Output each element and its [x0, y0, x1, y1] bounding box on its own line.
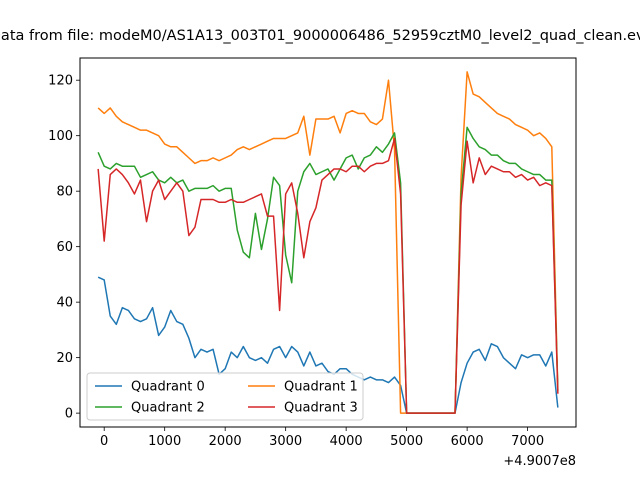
legend-label-quadrant-3: Quadrant 3 [284, 401, 358, 416]
y-tick-label: 80 [56, 185, 73, 200]
series-line-quadrant-2 [97, 126, 559, 414]
x-tick-label: 5000 [390, 434, 423, 449]
y-tick-label: 100 [48, 129, 73, 144]
legend: Quadrant 0 Quadrant 1 Quadrant 2 Quadrant 3 [86, 372, 364, 421]
x-tick-label: 6000 [451, 434, 484, 449]
x-tick-label: 0 [100, 434, 108, 449]
y-tick-label: 40 [56, 296, 73, 311]
y-axis: 0 20 40 60 80 100 120 [48, 74, 80, 422]
series-line-quadrant-3 [97, 137, 559, 414]
series-line-quadrant-0 [97, 276, 559, 414]
series-line-quadrant-1 [97, 71, 559, 414]
y-tick-label: 20 [56, 351, 73, 366]
legend-label-quadrant-0: Quadrant 0 [131, 380, 205, 395]
x-tick-label: 2000 [209, 434, 242, 449]
legend-label-quadrant-1: Quadrant 1 [284, 380, 358, 395]
x-axis-offset-label: +4.9007e8 [503, 454, 576, 469]
x-tick-label: 1000 [148, 434, 181, 449]
y-tick-label: 0 [65, 407, 73, 422]
plot-series-group [97, 71, 559, 414]
x-axis: 0 1000 2000 3000 4000 5000 6000 7000 [100, 427, 544, 449]
y-tick-label: 120 [48, 74, 73, 89]
x-tick-label: 3000 [269, 434, 302, 449]
plot-frame [79, 57, 577, 428]
y-tick-label: 60 [56, 240, 73, 255]
x-tick-label: 4000 [330, 434, 363, 449]
x-tick-label: 7000 [511, 434, 544, 449]
chart-title: Data from file: modeM0/AS1A13_003T01_900… [0, 28, 640, 44]
legend-label-quadrant-2: Quadrant 2 [131, 401, 205, 416]
legend-box [86, 372, 364, 421]
